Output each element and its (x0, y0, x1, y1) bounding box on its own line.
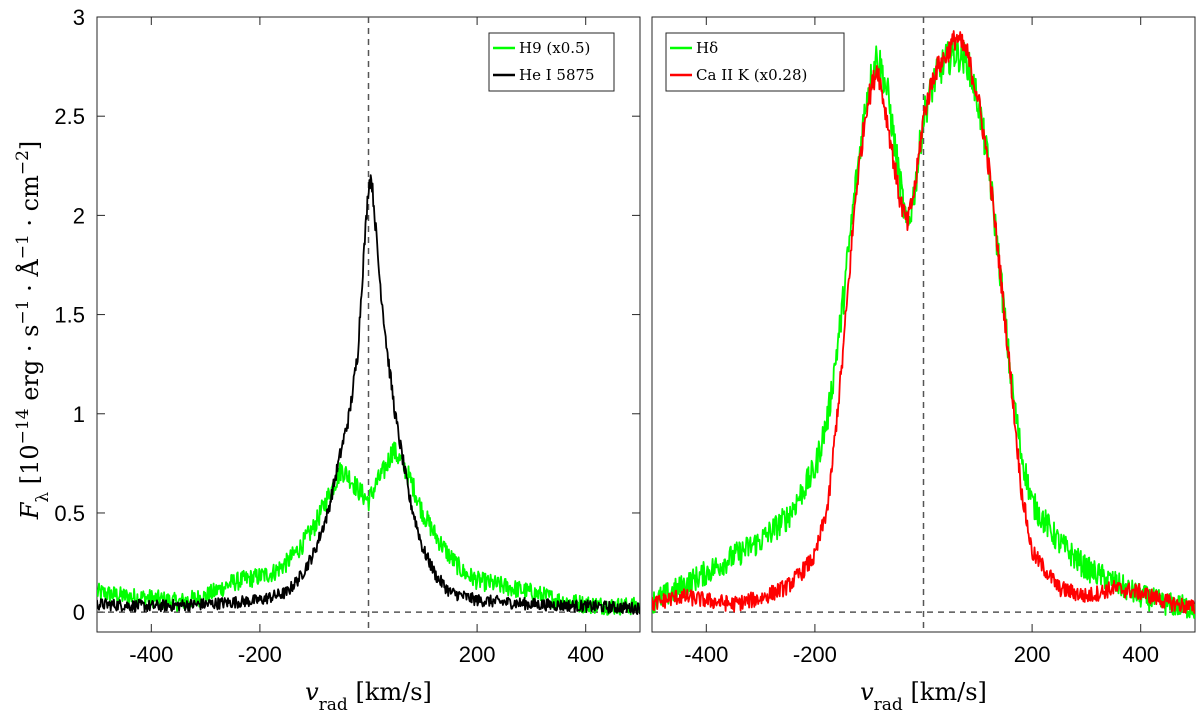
x-tick-label: -200 (793, 642, 837, 667)
series-line-ca-ii-k-x0-28- (652, 30, 1195, 615)
x-tick-label: -200 (238, 642, 282, 667)
y-tick-label: 0.5 (54, 501, 85, 526)
x-axis-label: vrad [km/s] (860, 678, 987, 715)
x-tick-label: 200 (1014, 642, 1051, 667)
legend-label: Ca II K (x0.28) (696, 66, 807, 84)
legend-box (665, 32, 845, 92)
x-tick-label: -400 (129, 642, 173, 667)
x-tick-label: 400 (1122, 642, 1159, 667)
x-axis-label: vrad [km/s] (305, 678, 432, 715)
y-tick-label: 3 (73, 5, 85, 30)
y-tick-label: 2 (73, 203, 85, 228)
legend-label: He I 5875 (519, 66, 595, 84)
right-panel: -400 -200 200 400 Hδ Ca II K (x0.28) vrad [km/… (651, 16, 1196, 715)
series-line-h- (652, 38, 1195, 619)
y-tick-label: 1.5 (54, 303, 85, 328)
series-line-h9-x0-5- (97, 441, 640, 616)
x-tick-label: 200 (459, 642, 496, 667)
y-tick-label: 2.5 (54, 104, 85, 129)
y-tick-label: 0 (73, 600, 85, 625)
legend-box (488, 32, 615, 92)
y-tick-label: 1 (73, 402, 85, 427)
x-tick-label: -400 (684, 642, 728, 667)
y-axis-label: Fλ [10−14 erg · s−1 · Å−1 · cm−2] (13, 141, 53, 521)
x-tick-label: 400 (567, 642, 604, 667)
legend-label: H9 (x0.5) (519, 39, 590, 57)
legend-label: Hδ (696, 39, 718, 57)
series-line-he-i-5875 (97, 174, 640, 615)
left-panel: -400 -200 200 400 0 0.5 1 1.5 2 2.5 3 H9 (x0.5) He I… (54, 5, 641, 715)
